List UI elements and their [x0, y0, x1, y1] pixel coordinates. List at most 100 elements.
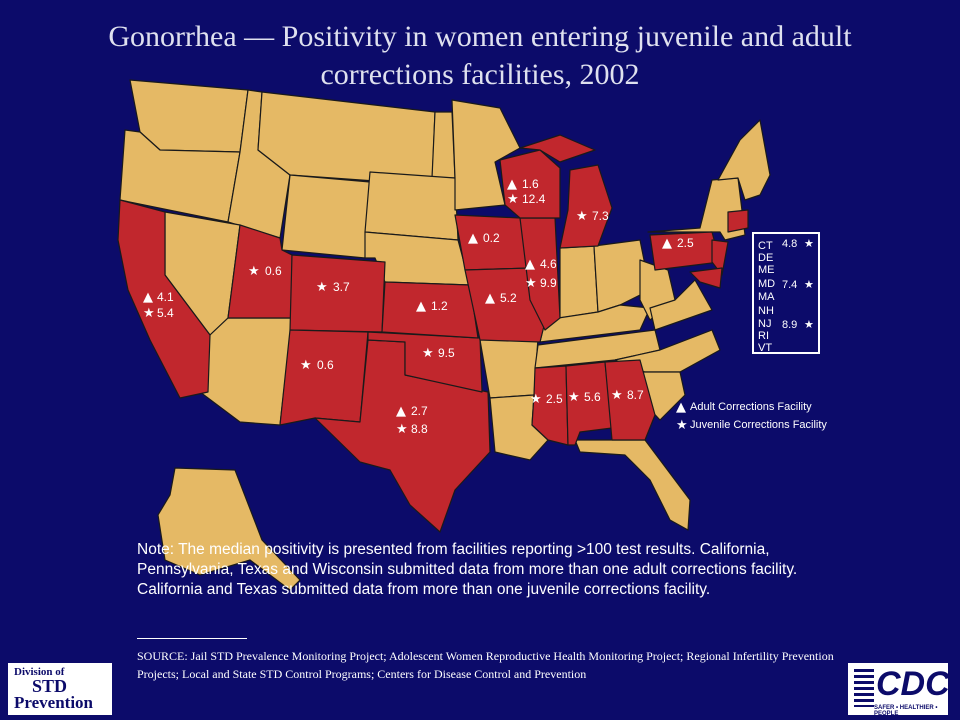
- ks-adult-label: 1.2: [431, 299, 448, 313]
- triangle-icon: ▲: [416, 299, 426, 314]
- ne-state-label: DE: [758, 252, 774, 264]
- star-icon: ★: [300, 358, 312, 373]
- il-juvenile-label: 9.9: [540, 276, 557, 290]
- star-icon: ★: [576, 209, 588, 224]
- state-mi: [559, 164, 613, 249]
- nm-juvenile-label: 0.6: [317, 358, 334, 372]
- state-mn: [451, 99, 521, 211]
- triangle-icon: ▲: [396, 404, 406, 419]
- star-icon: ★: [422, 346, 434, 361]
- ct-juvenile-label: 4.8: [782, 238, 798, 250]
- division-std-prevention-logo: Division of STD Prevention: [8, 663, 112, 715]
- star-icon: ★: [804, 237, 814, 250]
- triangle-icon: ▲: [507, 177, 517, 192]
- ne-state-label: VT: [758, 342, 773, 354]
- cdc-logo: CDC SAFER • HEALTHIER • PEOPLE: [848, 663, 950, 717]
- co-juvenile-label: 3.7: [333, 280, 350, 294]
- ne-state-label: NH: [758, 305, 774, 317]
- mo-adult-label: 5.2: [500, 291, 517, 305]
- logo-text: STD: [32, 676, 68, 696]
- ca-adult-label: 4.1: [157, 290, 174, 304]
- star-icon: ★: [396, 422, 408, 437]
- state-md: [689, 267, 723, 289]
- map-legend: ▲ Adult Corrections Facility ★ Juvenile …: [676, 398, 827, 434]
- nj-juvenile-label: 8.9: [782, 319, 798, 331]
- state-mt: [257, 91, 436, 186]
- triangle-icon: ▲: [662, 236, 672, 251]
- logo-text: CDC: [876, 665, 950, 703]
- triangle-icon: ▲: [485, 291, 495, 306]
- state-oh: [593, 239, 651, 313]
- state-new-england: [717, 119, 771, 201]
- wi-adult-label: 1.6: [522, 177, 539, 191]
- star-icon: ★: [507, 192, 519, 207]
- state-ak: [157, 467, 301, 591]
- state-va: [649, 279, 713, 331]
- pa-adult-label: 2.5: [677, 236, 694, 250]
- star-icon: ★: [248, 264, 260, 279]
- state-sd: [364, 171, 459, 241]
- star-icon: ★: [804, 318, 814, 331]
- triangle-icon: ▲: [468, 231, 478, 246]
- ia-adult-label: 0.2: [483, 231, 500, 245]
- triangle-icon: ▲: [676, 399, 686, 415]
- state-nd: [431, 111, 456, 179]
- state-ga: [604, 359, 656, 441]
- source-citation: SOURCE: Jail STD Prevalence Monitoring P…: [137, 649, 834, 681]
- state-nm: [279, 329, 369, 426]
- state-ut: [227, 224, 293, 319]
- star-icon: ★: [568, 390, 580, 405]
- il-adult-label: 4.6: [540, 257, 557, 271]
- title-line-2: corrections facilities, 2002: [320, 58, 640, 91]
- northeast-inset-box: CT DE ME MD MA NH NJ RI VT 4.8 ★ 7.4 ★ 8…: [752, 232, 820, 354]
- ut-juvenile-label: 0.6: [265, 264, 282, 278]
- star-icon: ★: [611, 388, 623, 403]
- mi-juvenile-label: 7.3: [592, 209, 609, 223]
- ne-state-label: MA: [758, 291, 775, 303]
- state-fl: [574, 439, 691, 531]
- ne-state-label: RI: [758, 330, 769, 342]
- star-icon: ★: [530, 392, 542, 407]
- ne-state-label: MD: [758, 278, 776, 290]
- state-nj: [711, 239, 729, 276]
- state-ks: [381, 281, 479, 339]
- ga-juvenile-label: 8.7: [627, 388, 644, 402]
- state-mi-up: [519, 134, 596, 163]
- logo-text: Division of: [14, 666, 65, 678]
- ne-state-label: CT: [758, 240, 773, 252]
- ca-juvenile-label: 5.4: [157, 306, 174, 320]
- ok-juvenile-label: 9.5: [438, 346, 455, 360]
- state-ca: [117, 199, 211, 399]
- legend-juvenile-label: Juvenile Corrections Facility: [690, 419, 827, 431]
- al-juvenile-label: 5.6: [584, 390, 601, 404]
- state-wy: [281, 174, 371, 259]
- star-icon: ★: [525, 276, 537, 291]
- stripes-icon: [854, 669, 874, 707]
- ne-state-label: ME: [758, 264, 775, 276]
- star-icon: ★: [804, 278, 814, 291]
- star-icon: ★: [676, 417, 688, 433]
- footnote: Note: The median positivity is presented…: [137, 541, 798, 598]
- tx-adult-label: 2.7: [411, 404, 428, 418]
- logo-text: Prevention: [14, 693, 94, 712]
- tx-juvenile-label: 8.8: [411, 422, 428, 436]
- star-icon: ★: [316, 280, 328, 295]
- star-icon: ★: [143, 306, 155, 321]
- md-juvenile-label: 7.4: [782, 279, 798, 291]
- ms-juvenile-label: 2.5: [546, 392, 563, 406]
- state-ny: [647, 177, 746, 241]
- ne-state-label: NJ: [758, 318, 772, 330]
- triangle-icon: ▲: [525, 257, 535, 272]
- state-in: [559, 245, 599, 319]
- wi-juvenile-label: 12.4: [522, 192, 546, 206]
- title-line-1: Gonorrhea — Positivity in women entering…: [108, 20, 852, 53]
- state-az: [199, 317, 293, 426]
- triangle-icon: ▲: [143, 290, 153, 305]
- logo-tagline: SAFER • HEALTHIER • PEOPLE: [874, 705, 938, 717]
- legend-juvenile: ★ Juvenile Corrections Facility: [676, 416, 827, 434]
- state-ct: [727, 209, 749, 233]
- divider: [137, 638, 247, 639]
- legend-adult-label: Adult Corrections Facility: [690, 401, 812, 413]
- state-ar: [479, 337, 539, 399]
